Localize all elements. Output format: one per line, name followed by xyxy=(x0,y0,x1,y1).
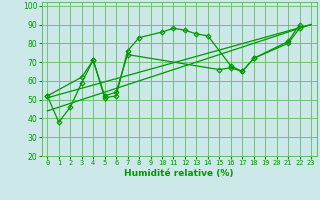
X-axis label: Humidité relative (%): Humidité relative (%) xyxy=(124,169,234,178)
